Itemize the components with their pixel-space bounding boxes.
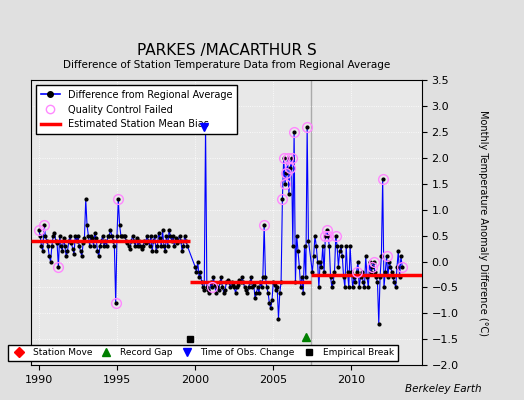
Text: Berkeley Earth: Berkeley Earth [406, 384, 482, 394]
Y-axis label: Monthly Temperature Anomaly Difference (°C): Monthly Temperature Anomaly Difference (… [478, 110, 488, 336]
Title: PARKES /MACARTHUR S: PARKES /MACARTHUR S [137, 43, 316, 58]
Legend: Station Move, Record Gap, Time of Obs. Change, Empirical Break: Station Move, Record Gap, Time of Obs. C… [8, 344, 398, 361]
Text: Difference of Station Temperature Data from Regional Average: Difference of Station Temperature Data f… [63, 60, 390, 70]
